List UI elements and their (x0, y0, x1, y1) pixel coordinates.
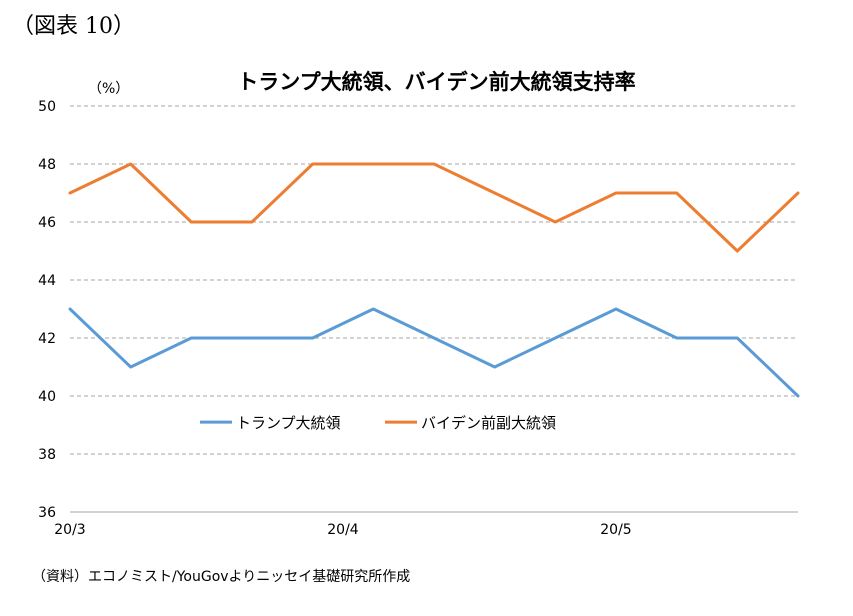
chart-title: トランプ大統領、バイデン前大統領支持率 (237, 70, 636, 94)
y-tick-label: 48 (38, 157, 56, 173)
y-tick-label: 46 (38, 215, 56, 231)
series-lines (68, 162, 800, 398)
gridlines (70, 105, 798, 455)
series-line-trump (68, 307, 800, 398)
y-axis-unit: （%） (88, 81, 130, 97)
x-tick-label: 20/3 (54, 522, 85, 538)
x-tick-label: 20/5 (600, 522, 631, 538)
figure-label: （図表 10） (12, 14, 135, 39)
legend: トランプ大統領 バイデン前副大統領 (200, 414, 556, 432)
legend-label: トランプ大統領 (236, 414, 341, 432)
x-tick-label: 20/4 (327, 522, 359, 538)
y-tick-label: 44 (38, 273, 56, 289)
y-tick-label: 38 (38, 447, 56, 463)
y-tick-labels: 36 38 40 42 44 46 48 50 (38, 99, 56, 521)
legend-label: バイデン前副大統領 (421, 414, 556, 432)
series-line-biden (68, 162, 800, 253)
y-tick-label: 36 (38, 505, 56, 521)
x-tick-labels: 20/3 20/4 20/5 (54, 522, 631, 538)
y-tick-label: 40 (38, 389, 56, 405)
source-note: （資料）エコノミスト/YouGovよりニッセイ基礎研究所作成 (32, 569, 411, 585)
y-tick-label: 42 (38, 331, 56, 347)
y-tick-label: 50 (38, 99, 56, 115)
